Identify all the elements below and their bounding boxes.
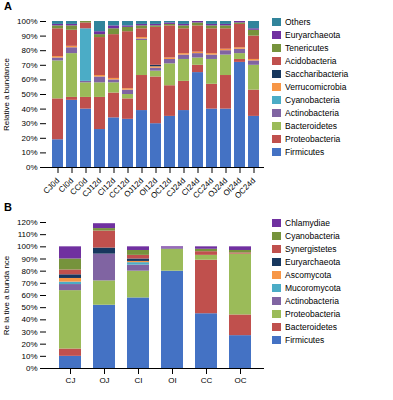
html-text:Proteobacteria: Proteobacteria xyxy=(285,134,341,144)
svg-text:100%: 100% xyxy=(17,242,37,251)
svg-text:CJ0d: CJ0d xyxy=(41,176,62,196)
html-text:Firmicutes: Firmicutes xyxy=(285,147,325,157)
svg-text:CC0d: CC0d xyxy=(68,176,90,197)
html-text:Ascomycota: Ascomycota xyxy=(285,270,332,280)
svg-text:CJ12d: CJ12d xyxy=(80,176,104,199)
svg-text:CJ: CJ xyxy=(66,376,76,385)
svg-text:CI12d: CI12d xyxy=(95,176,118,198)
html-text:Cyanobacteria: Cyanobacteria xyxy=(285,231,340,241)
svg-text:0%: 0% xyxy=(26,364,38,373)
svg-text:CI0d: CI0d xyxy=(56,176,76,195)
svg-text:CC24d: CC24d xyxy=(191,176,216,201)
svg-text:OJ: OJ xyxy=(99,376,109,385)
html-text:B: B xyxy=(4,201,12,213)
svg-text:OC12d: OC12d xyxy=(148,176,174,201)
html-text:Saccharibacteria: Saccharibacteria xyxy=(285,69,349,79)
svg-text:CI: CI xyxy=(135,376,143,385)
svg-text:OC: OC xyxy=(235,376,247,385)
svg-text:60%: 60% xyxy=(21,75,37,84)
svg-text:CJ24d: CJ24d xyxy=(164,176,188,199)
svg-text:70%: 70% xyxy=(21,61,37,70)
svg-text:40%: 40% xyxy=(21,105,37,114)
svg-text:50%: 50% xyxy=(21,90,37,99)
html-text:Others: Others xyxy=(285,17,311,27)
svg-text:CI24d: CI24d xyxy=(179,176,202,198)
svg-text:CC: CC xyxy=(201,376,213,385)
svg-text:Re la tive a bunda nce: Re la tive a bunda nce xyxy=(2,255,11,335)
html-text:Acidobacteria: Acidobacteria xyxy=(285,56,337,66)
svg-text:10%: 10% xyxy=(21,352,37,361)
html-text:Euryarchaeota: Euryarchaeota xyxy=(285,257,341,267)
svg-text:90%: 90% xyxy=(21,255,37,264)
html-text:Euryarchaeota: Euryarchaeota xyxy=(285,30,341,40)
svg-text:0%: 0% xyxy=(26,163,38,172)
html-text:Actinobacteria: Actinobacteria xyxy=(285,108,339,118)
svg-text:OI12d: OI12d xyxy=(137,176,160,198)
html-text:Actinobacteria: Actinobacteria xyxy=(285,296,339,306)
svg-text:20%: 20% xyxy=(21,134,37,143)
svg-text:OJ24d: OJ24d xyxy=(206,176,230,200)
html-text:A: A xyxy=(4,0,12,12)
svg-text:110%: 110% xyxy=(18,230,38,239)
svg-text:80%: 80% xyxy=(21,267,37,276)
html-text:Firmicutes: Firmicutes xyxy=(285,335,325,345)
html-text:Tenericutes: Tenericutes xyxy=(285,43,329,53)
svg-text:40%: 40% xyxy=(21,315,37,324)
svg-text:30%: 30% xyxy=(21,328,37,337)
svg-text:OI24d: OI24d xyxy=(221,176,244,198)
html-text:Proteobacteria: Proteobacteria xyxy=(285,309,341,319)
html-text:Bacteroidetes: Bacteroidetes xyxy=(285,121,337,131)
svg-text:CC12d: CC12d xyxy=(107,176,132,201)
svg-text:70%: 70% xyxy=(21,279,37,288)
svg-text:50%: 50% xyxy=(21,303,37,312)
html-text:Cyanobacteria: Cyanobacteria xyxy=(285,95,340,105)
svg-text:30%: 30% xyxy=(21,119,37,128)
svg-text:20%: 20% xyxy=(21,340,37,349)
svg-text:10%: 10% xyxy=(21,148,37,157)
svg-text:120%: 120% xyxy=(17,218,37,227)
html-text:Mucoromycota: Mucoromycota xyxy=(285,283,341,293)
html-text:Chlamydiae: Chlamydiae xyxy=(285,218,330,228)
svg-text:80%: 80% xyxy=(21,46,37,55)
html-text:Synergistetes: Synergistetes xyxy=(285,244,337,254)
svg-text:OC24d: OC24d xyxy=(233,176,257,200)
svg-text:OI: OI xyxy=(168,376,176,385)
svg-text:100%: 100% xyxy=(17,17,37,26)
html-text:Verrucomicrobia: Verrucomicrobia xyxy=(285,82,347,92)
svg-text:90%: 90% xyxy=(21,32,37,41)
svg-text:Relative a bundance: Relative a bundance xyxy=(2,57,11,130)
svg-text:60%: 60% xyxy=(21,291,37,300)
svg-text:OJ12d: OJ12d xyxy=(122,176,146,200)
html-text:Bacteroidetes: Bacteroidetes xyxy=(285,322,337,332)
